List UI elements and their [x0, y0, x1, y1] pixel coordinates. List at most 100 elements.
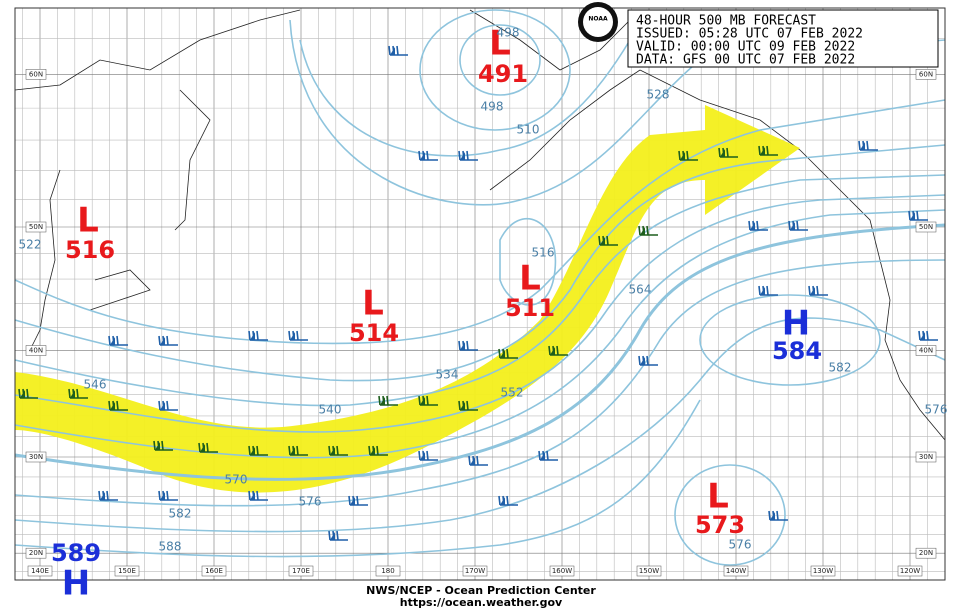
wind-barb — [418, 450, 438, 461]
wind-barb — [758, 285, 778, 296]
contour-label: 522 — [19, 238, 42, 252]
wind-flag — [110, 337, 115, 345]
header-line: VALID: 00:00 UTC 09 FEB 2022 — [636, 40, 855, 55]
wind-flag — [70, 390, 75, 398]
wind-barb — [468, 455, 488, 466]
lat-label: 30N — [29, 453, 43, 461]
lon-label: 170E — [292, 567, 310, 575]
wind-barb — [748, 220, 768, 231]
lat-label: 40N — [29, 347, 43, 355]
wind-barb — [788, 220, 808, 231]
logo-text: NOAA — [588, 16, 608, 23]
lat-label: 50N — [919, 223, 933, 231]
wind-flag — [370, 447, 375, 455]
wind-barb — [498, 348, 518, 359]
lat-label: 30N — [919, 453, 933, 461]
lat-label-box — [25, 451, 47, 463]
contour-label: 582 — [829, 361, 852, 375]
system-value: 584 — [772, 337, 822, 365]
wind-flag — [250, 492, 255, 500]
wind-barb — [368, 445, 388, 456]
wind-barb — [538, 450, 558, 461]
contour-label: 546 — [84, 378, 107, 392]
wind-flag — [350, 497, 355, 505]
wind-barb — [348, 495, 368, 506]
lon-label: 120W — [900, 567, 920, 575]
wind-barb — [418, 150, 438, 161]
system-type: L — [519, 259, 541, 299]
wind-flag — [290, 332, 295, 340]
wind-flag — [540, 452, 545, 460]
wind-barb — [248, 330, 268, 341]
wind-barb — [328, 530, 348, 541]
wind-barb — [758, 145, 778, 156]
contour-label: 540 — [319, 403, 342, 417]
wind-flag — [420, 152, 425, 160]
wind-barb — [108, 400, 128, 411]
contour-label: 516 — [532, 246, 555, 260]
wind-barb — [288, 330, 308, 341]
system-value: 511 — [505, 294, 555, 322]
wind-flag — [750, 222, 755, 230]
wind-barb — [158, 400, 178, 411]
wind-flag — [860, 142, 865, 150]
wind-flag — [200, 444, 205, 452]
lat-label-box — [915, 345, 937, 356]
lon-label: 130W — [813, 567, 833, 575]
lon-label: 180 — [381, 567, 394, 575]
wind-barb — [598, 235, 618, 246]
footer-url: https://ocean.weather.gov — [400, 596, 563, 609]
lon-label: 140E — [31, 567, 49, 575]
wind-flag — [760, 147, 765, 155]
system-value: 491 — [478, 60, 528, 88]
lon-label-box — [636, 565, 662, 577]
wind-flag — [680, 152, 685, 160]
wind-barb — [908, 210, 928, 221]
lon-label: 160W — [552, 567, 572, 575]
lat-label-box — [25, 221, 47, 233]
lon-label-box — [201, 565, 227, 577]
lon-label: 170W — [465, 567, 485, 575]
lat-label-box — [25, 345, 47, 356]
contour-label: 570 — [225, 473, 248, 487]
wind-flag — [920, 332, 925, 340]
wind-flag — [290, 447, 295, 455]
wind-barb — [458, 150, 478, 161]
contour-label: 564 — [629, 283, 652, 297]
wind-barb — [418, 395, 438, 406]
lat-label: 50N — [29, 223, 43, 231]
contour-label: 528 — [647, 88, 670, 102]
system-value: 589 — [51, 539, 101, 567]
contour-label: 576 — [729, 538, 752, 552]
wind-flag — [460, 152, 465, 160]
lon-label-box — [462, 565, 488, 577]
lat-label-box — [915, 547, 937, 559]
system-value: 573 — [695, 511, 745, 539]
wind-barb — [108, 335, 128, 346]
wind-barb — [638, 225, 658, 236]
wind-flag — [420, 452, 425, 460]
header-box — [627, 9, 939, 68]
lon-label: 150E — [118, 567, 136, 575]
system-type: H — [782, 304, 810, 344]
wind-barb — [638, 355, 658, 366]
wind-flag — [390, 47, 395, 55]
contour-label: 498 — [497, 26, 520, 40]
wind-flag — [770, 512, 775, 520]
lon-label-box — [27, 565, 53, 577]
wind-flag — [640, 357, 645, 365]
wind-flag — [810, 287, 815, 295]
lat-label-box — [915, 221, 937, 233]
wind-flag — [550, 347, 555, 355]
contour-label: 498 — [481, 100, 504, 114]
wind-barb — [198, 442, 218, 453]
wind-barb — [458, 400, 478, 411]
wind-flag — [500, 350, 505, 358]
wind-barb — [158, 490, 178, 501]
wind-flag — [250, 332, 255, 340]
map-frame — [14, 7, 946, 581]
contour-label: 534 — [436, 368, 459, 382]
wind-barb — [68, 388, 88, 399]
coastlines — [14, 9, 946, 441]
